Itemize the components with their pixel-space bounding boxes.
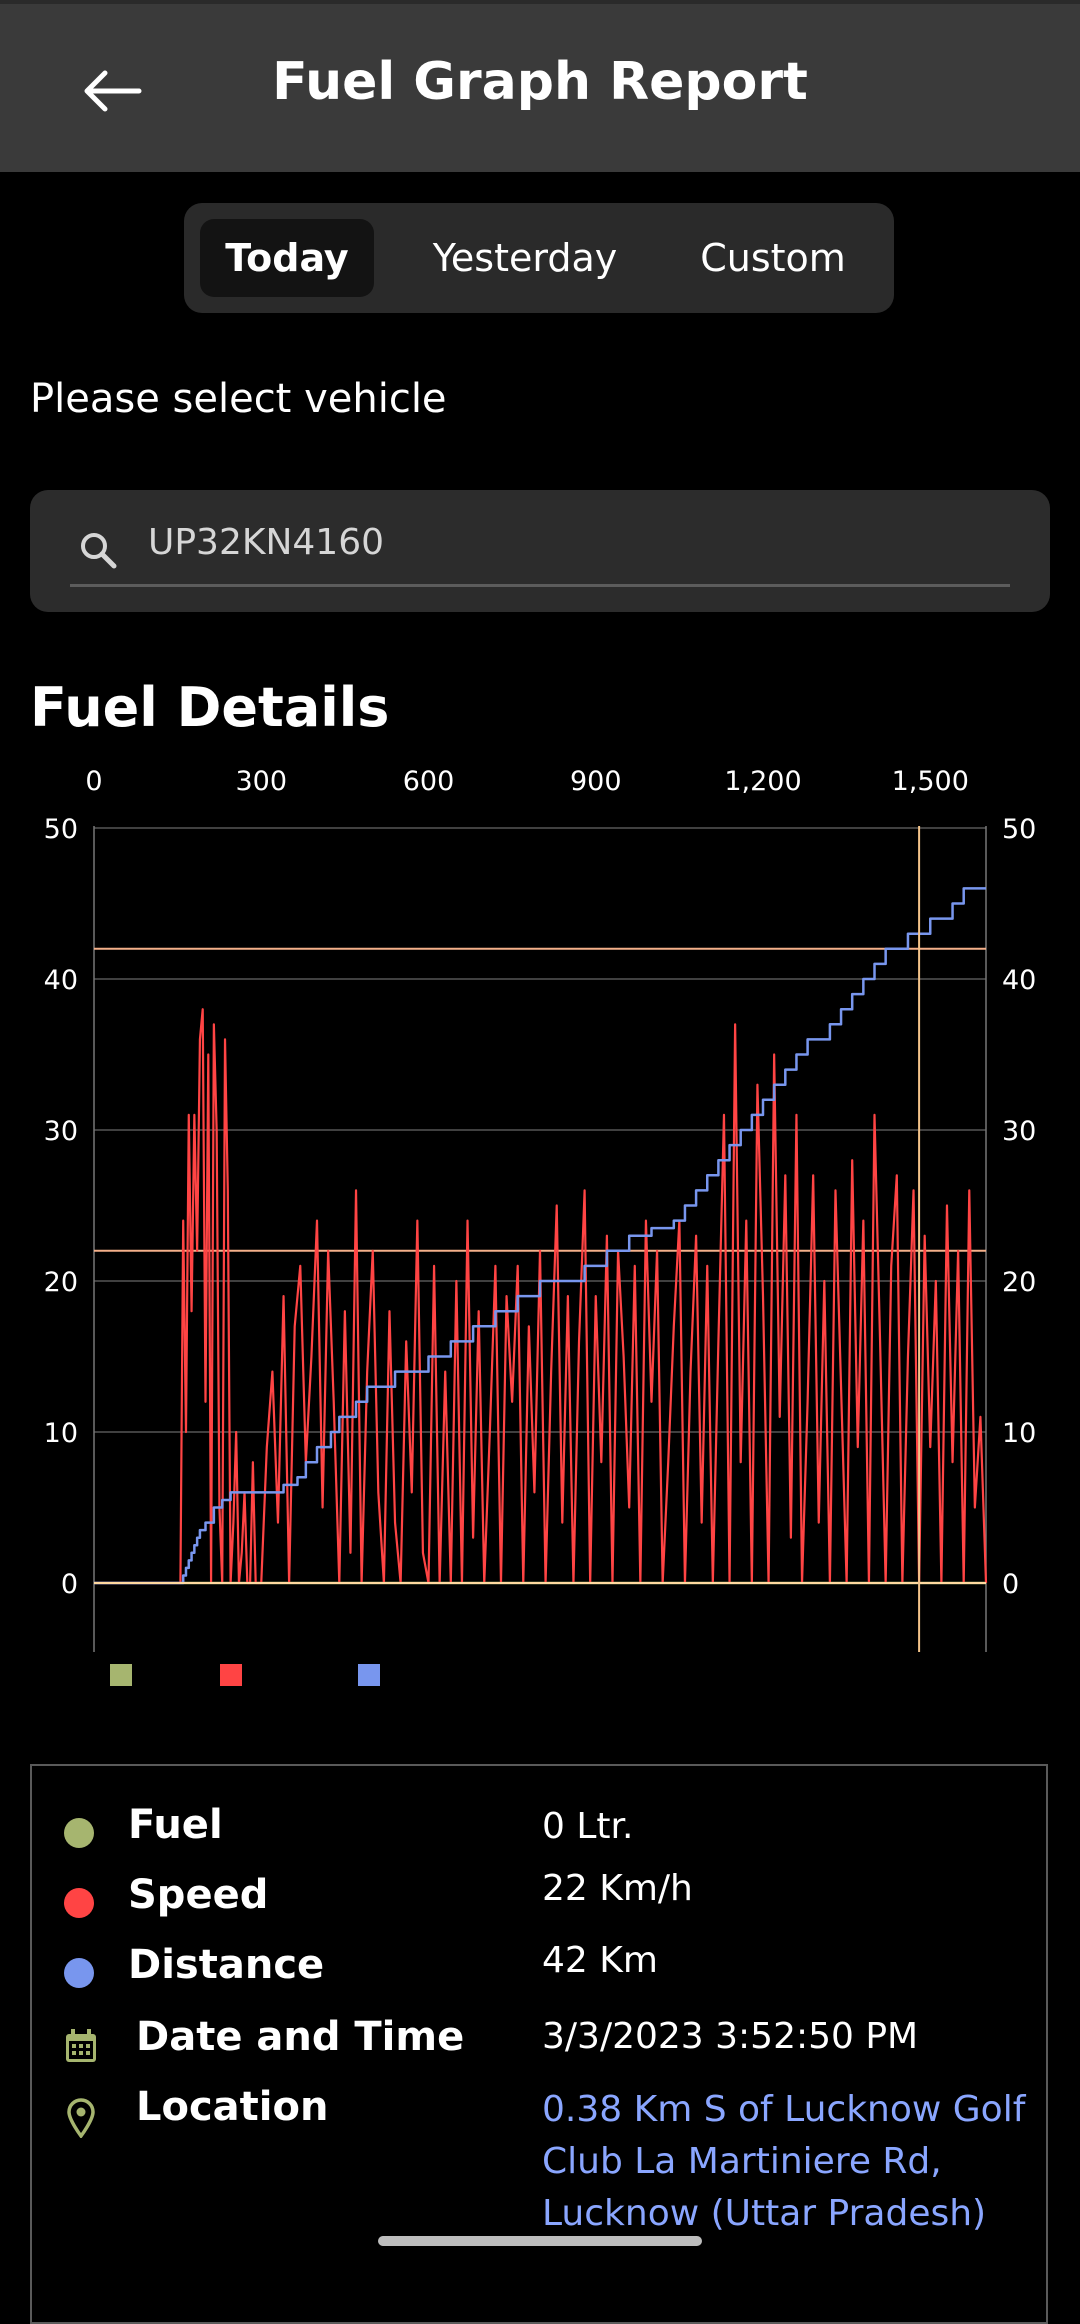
date-range-tabs: Today Yesterday Custom [184,203,894,313]
detail-row-fuel: Fuel 0 Ltr. [32,1802,1050,1862]
calendar-icon [66,2029,96,2062]
app-bar: Fuel Graph Report [0,0,1080,172]
distance-value: 42 Km [542,1940,658,1981]
x-tick-label: 900 [570,766,622,797]
search-underline [70,584,1010,587]
x-tick-label: 0 [85,766,102,797]
y-tick-label: 50 [44,814,78,845]
series-line-distance [94,887,986,1585]
location-value[interactable]: 0.38 Km S of Lucknow Golf Club La Martin… [542,2089,1026,2234]
y2-tick-label: 10 [1002,1418,1036,1449]
legend-fuel-swatch [110,1664,132,1686]
x-tick-label: 1,500 [892,766,969,797]
tab-today[interactable]: Today [200,219,374,297]
y2-tick-label: 50 [1002,814,1036,845]
vehicle-search-value[interactable]: UP32KN4160 [148,522,385,563]
x-tick-label: 600 [403,766,455,797]
datetime-value: 3/3/2023 3:52:50 PM [542,2016,919,2057]
location-pin-icon [67,2098,95,2138]
speed-label: Speed [128,1872,269,1918]
y2-tick-label: 40 [1002,965,1036,996]
x-tick-label: 1,200 [724,766,801,797]
x-tick-label: 300 [235,766,287,797]
y-tick-label: 40 [44,965,78,996]
vehicle-search-field[interactable]: UP32KN4160 [30,490,1050,612]
page-title: Fuel Graph Report [272,52,808,112]
y2-tick-label: 0 [1002,1569,1019,1600]
speed-value: 22 Km/h [542,1868,693,1909]
arrow-left-icon [84,70,142,112]
y-tick-label: 30 [44,1116,78,1147]
speed-dot-icon [64,1888,94,1918]
detail-row-location: Location 0.38 Km S of Lucknow Golf Club … [32,2084,1050,2324]
search-icon [81,533,117,569]
y2-tick-label: 20 [1002,1267,1036,1298]
vehicle-select-label: Please select vehicle [30,376,447,422]
legend-distance-swatch [358,1664,380,1686]
tab-custom[interactable]: Custom [700,236,846,280]
y-tick-label: 0 [61,1569,78,1600]
section-title: Fuel Details [30,676,390,739]
y-tick-label: 20 [44,1267,78,1298]
series-line-speed [94,1008,988,1585]
datetime-label: Date and Time [136,2014,465,2060]
legend-speed-swatch [220,1664,242,1686]
detail-row-distance: Distance 42 Km [32,1940,1050,2002]
detail-row-datetime: Date and Time 3/3/2023 3:52:50 PM [32,2014,1050,2074]
location-label: Location [136,2084,329,2130]
fuel-label: Fuel [128,1802,223,1848]
home-indicator[interactable] [378,2236,702,2246]
distance-dot-icon [64,1958,94,1988]
y2-tick-label: 30 [1002,1116,1036,1147]
back-button[interactable] [78,56,148,126]
distance-label: Distance [128,1942,325,1988]
detail-row-speed: Speed 22 Km/h [32,1868,1050,1932]
details-card: Fuel 0 Ltr. Speed 22 Km/h Distance 42 Km… [30,1764,1048,2324]
tab-yesterday[interactable]: Yesterday [432,236,618,280]
fuel-value: 0 Ltr. [542,1806,634,1847]
y-tick-label: 10 [44,1418,78,1449]
fuel-dot-icon [64,1818,94,1848]
